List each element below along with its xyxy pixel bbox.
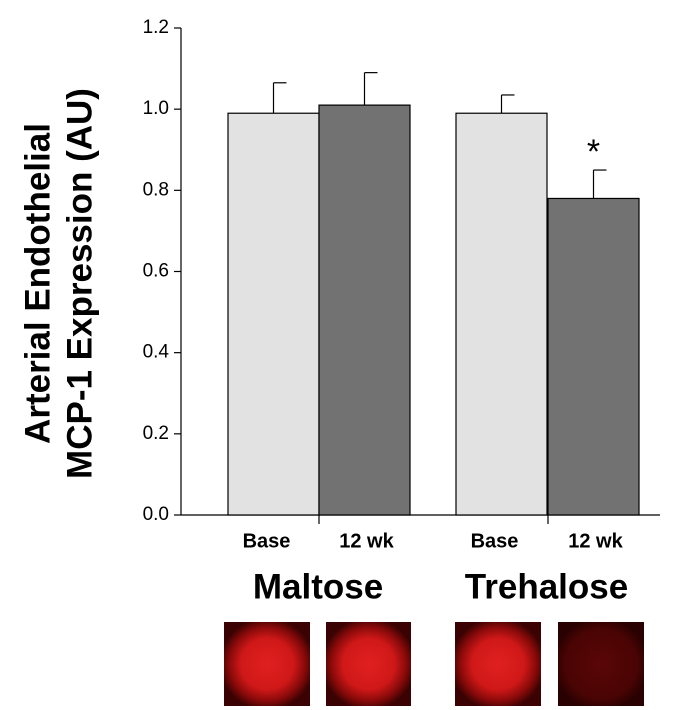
micrograph — [326, 622, 411, 706]
group-label: Maltose — [253, 567, 383, 606]
x-tick-label: 12 wk — [568, 530, 623, 552]
y-tick-label: 0.8 — [143, 179, 169, 200]
bar — [547, 197, 640, 516]
bar — [227, 112, 320, 516]
group-label: Trehalose — [465, 567, 628, 606]
micrograph — [455, 622, 541, 706]
y-tick-label: 1.2 — [143, 17, 169, 38]
y-tick-label: 1.0 — [143, 98, 169, 119]
x-tick-label: 12 wk — [339, 530, 394, 552]
micrographs — [224, 622, 644, 706]
y-tick-label: 0.0 — [143, 504, 169, 525]
y-tick-label: 0.4 — [143, 342, 170, 363]
bar — [318, 104, 411, 516]
annotation: * — [587, 133, 600, 171]
micrograph — [224, 622, 310, 706]
y-tick-label: 0.6 — [143, 261, 169, 282]
x-tick-label: Base — [243, 530, 291, 552]
micrograph — [558, 622, 644, 706]
bar — [455, 112, 548, 516]
x-tick-label: Base — [471, 530, 519, 552]
y-tick-label: 0.2 — [143, 423, 169, 444]
y-axis-label: Arterial Endothelial — [18, 123, 57, 444]
y-axis-label: MCP-1 Expression (AU) — [60, 88, 99, 479]
